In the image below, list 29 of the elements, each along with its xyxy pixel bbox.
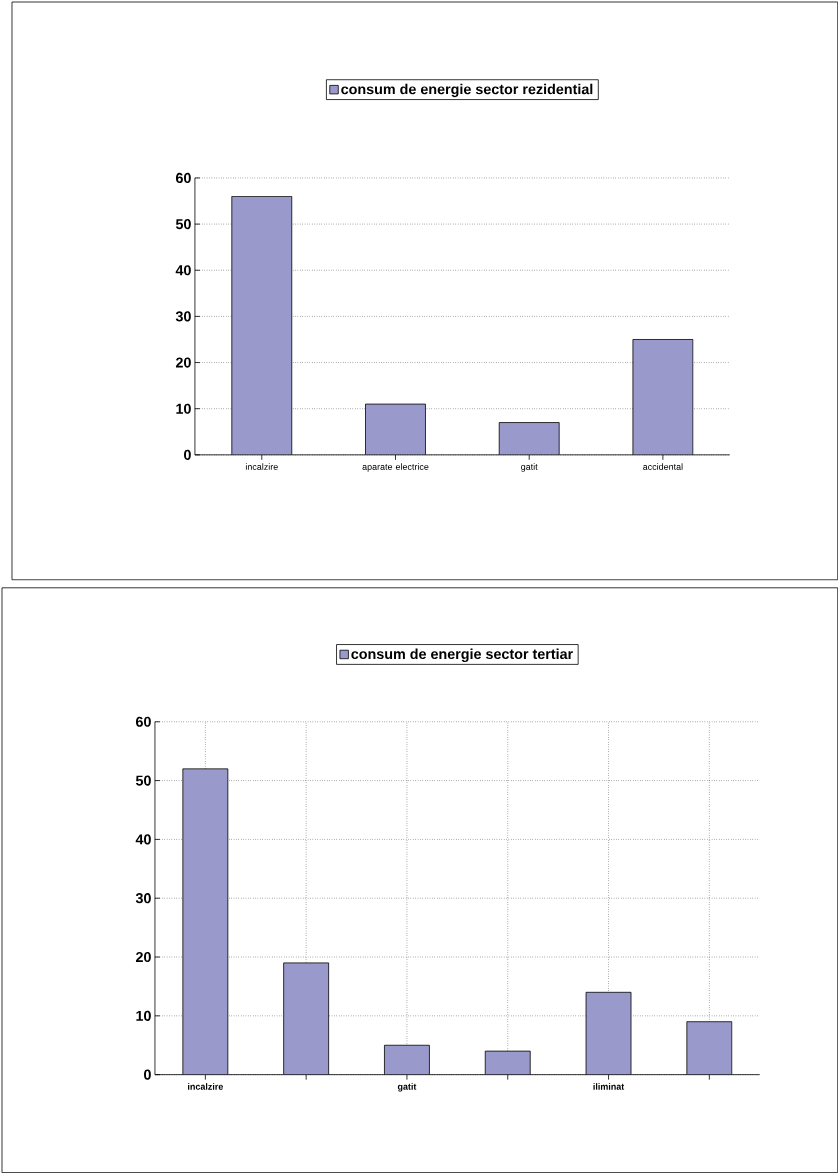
y-tick-label: 40 (135, 834, 151, 845)
y-tick-label: 30 (135, 893, 151, 904)
x-tick-label: incalzire (245, 463, 278, 470)
y-tick-label: 20 (175, 357, 191, 368)
x-tick-label: gatit (521, 463, 538, 472)
x-tick-label: accidental (643, 463, 683, 470)
legend-label: consum de energie sector tertiar (351, 648, 573, 662)
y-tick-label: 30 (175, 311, 191, 322)
y-tick-label: 20 (135, 951, 151, 963)
y-tick-label: 40 (175, 265, 191, 276)
bar (283, 962, 329, 1075)
x-tick-label: aparate electrice (362, 463, 429, 472)
y-tick-label: 0 (183, 449, 191, 460)
x-tick-label: gatit (397, 1083, 417, 1092)
y-tick-label: 60 (175, 172, 191, 184)
y-tick-label: 60 (135, 716, 151, 727)
y-tick-label: 50 (175, 219, 191, 230)
bar (384, 1045, 430, 1075)
y-tick-label: 0 (143, 1069, 151, 1080)
y-tick-label: 50 (135, 775, 151, 786)
bar (686, 1021, 733, 1075)
bar (182, 768, 228, 1075)
x-tick-label: iliminat (593, 1083, 625, 1090)
y-tick-label: 10 (136, 1010, 151, 1021)
legend-label: consum de energie sector rezidential (341, 83, 593, 98)
x-tick-label: incalzire (187, 1083, 223, 1090)
bar (485, 1051, 531, 1075)
y-tick-label: 10 (176, 403, 191, 414)
bar (586, 992, 631, 1075)
